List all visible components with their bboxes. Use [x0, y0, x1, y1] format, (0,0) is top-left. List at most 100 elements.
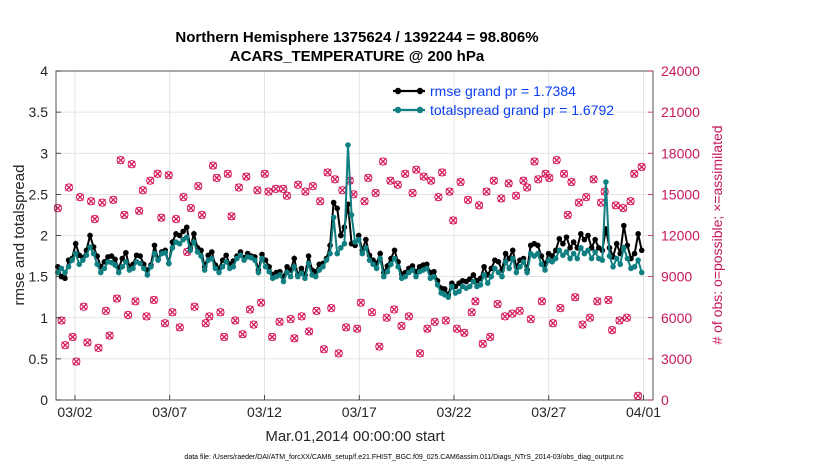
obs-possible-marker: [423, 324, 432, 333]
obs-assimilated-marker: [139, 186, 147, 195]
obs-assimilated-marker: [608, 326, 616, 334]
obs-possible-marker: [390, 305, 399, 314]
spread-point: [320, 263, 326, 270]
rmse-point: [423, 261, 430, 268]
obs-possible-marker: [149, 295, 159, 305]
obs-assimilated-marker: [504, 179, 513, 188]
obs-assimilated-marker: [91, 215, 99, 223]
obs-assimilated-marker: [430, 318, 439, 326]
obs-assimilated-marker: [164, 171, 173, 179]
spread-point: [456, 288, 462, 295]
obs-assimilated-marker: [334, 349, 343, 358]
obs-assimilated-marker: [102, 307, 110, 315]
obs-assimilated-marker: [589, 175, 598, 184]
rmse-point: [495, 259, 502, 265]
spread-point: [241, 257, 247, 263]
y-right-tick-label: 24000: [661, 63, 700, 79]
obs-possible-marker: [83, 338, 92, 347]
obs-possible-marker: [223, 169, 232, 178]
obs-assimilated-marker: [357, 298, 365, 307]
spread-point: [484, 280, 491, 287]
spread-point: [76, 261, 83, 268]
obs-assimilated-marker: [301, 187, 310, 196]
obs-assimilated-marker: [127, 160, 136, 168]
obs-assimilated-marker: [216, 308, 225, 317]
spread-point: [617, 261, 624, 268]
spread-point: [495, 269, 502, 276]
obs-assimilated-marker: [338, 186, 347, 195]
obs-assimilated-marker: [161, 319, 169, 327]
spread-point: [72, 250, 79, 257]
spread-point: [556, 247, 563, 254]
obs-possible-marker: [401, 169, 410, 178]
obs-possible-marker: [419, 172, 428, 181]
spread-point: [570, 250, 577, 257]
obs-assimilated-marker: [626, 197, 635, 205]
spread-point: [506, 265, 512, 272]
obs-possible-marker: [633, 391, 643, 400]
obs-assimilated-marker: [205, 312, 214, 321]
obs-assimilated-marker: [493, 300, 502, 308]
obs-possible-marker: [526, 315, 535, 324]
spread-point: [162, 249, 169, 256]
obs-possible-marker: [249, 320, 258, 329]
spread-point: [334, 250, 341, 257]
obs-assimilated-marker: [360, 197, 369, 205]
obs-assimilated-marker: [623, 313, 631, 322]
obs-possible-marker: [378, 157, 388, 166]
obs-possible-marker: [593, 297, 602, 306]
obs-assimilated-marker: [320, 345, 328, 354]
obs-assimilated-marker: [323, 168, 332, 177]
spread-point: [97, 269, 104, 276]
obs-possible-marker: [585, 313, 595, 322]
rmse-point: [334, 205, 341, 212]
spread-point: [499, 273, 505, 280]
obs-possible-marker: [559, 169, 569, 178]
spread-point: [94, 261, 100, 268]
rmse-point: [631, 250, 638, 257]
y-left-tick-label: 1: [40, 310, 48, 326]
rmse-point: [180, 228, 186, 235]
rmse-point: [298, 265, 305, 272]
spread-point: [62, 269, 68, 276]
rmse-point: [509, 247, 516, 254]
obs-possible-marker: [175, 323, 184, 332]
legend-entry-spread: totalspread grand pr = 1.6792: [393, 102, 614, 118]
spread-point: [621, 245, 627, 251]
obs-assimilated-marker: [83, 338, 92, 347]
obs-possible-marker: [142, 312, 151, 321]
spread-point: [262, 263, 269, 270]
obs-assimilated-marker: [408, 189, 417, 197]
spread-point: [538, 261, 545, 268]
obs-assimilated-marker: [135, 207, 143, 215]
obs-possible-marker: [371, 188, 380, 198]
rmse-point: [151, 242, 158, 249]
spread-point: [488, 273, 495, 280]
obs-assimilated-marker: [113, 294, 121, 303]
obs-possible-marker: [319, 345, 328, 354]
obs-possible-marker: [449, 216, 458, 225]
rmse-point: [209, 249, 215, 255]
obs-assimilated-marker: [634, 392, 642, 400]
obs-possible-marker: [364, 173, 373, 183]
spread-point: [613, 255, 620, 262]
obs-assimilated-marker: [497, 194, 506, 203]
obs-possible-marker: [571, 293, 580, 302]
y-left-tick-label: 0.5: [29, 351, 49, 367]
spread-point: [223, 259, 229, 265]
spread-point: [144, 272, 151, 278]
obs-possible-marker: [545, 173, 554, 183]
spread-point: [194, 249, 201, 255]
obs-assimilated-marker: [198, 211, 206, 219]
rmse-point: [176, 232, 183, 239]
obs-possible-marker: [626, 197, 635, 206]
obs-possible-marker: [305, 327, 314, 336]
obs-possible-marker: [404, 312, 413, 321]
obs-possible-marker: [582, 193, 591, 202]
obs-assimilated-marker: [530, 157, 539, 166]
spread-point: [119, 263, 126, 270]
spread-point: [298, 270, 305, 277]
spread-point: [552, 255, 559, 262]
obs-assimilated-marker: [637, 163, 646, 171]
spread-point: [377, 255, 384, 262]
